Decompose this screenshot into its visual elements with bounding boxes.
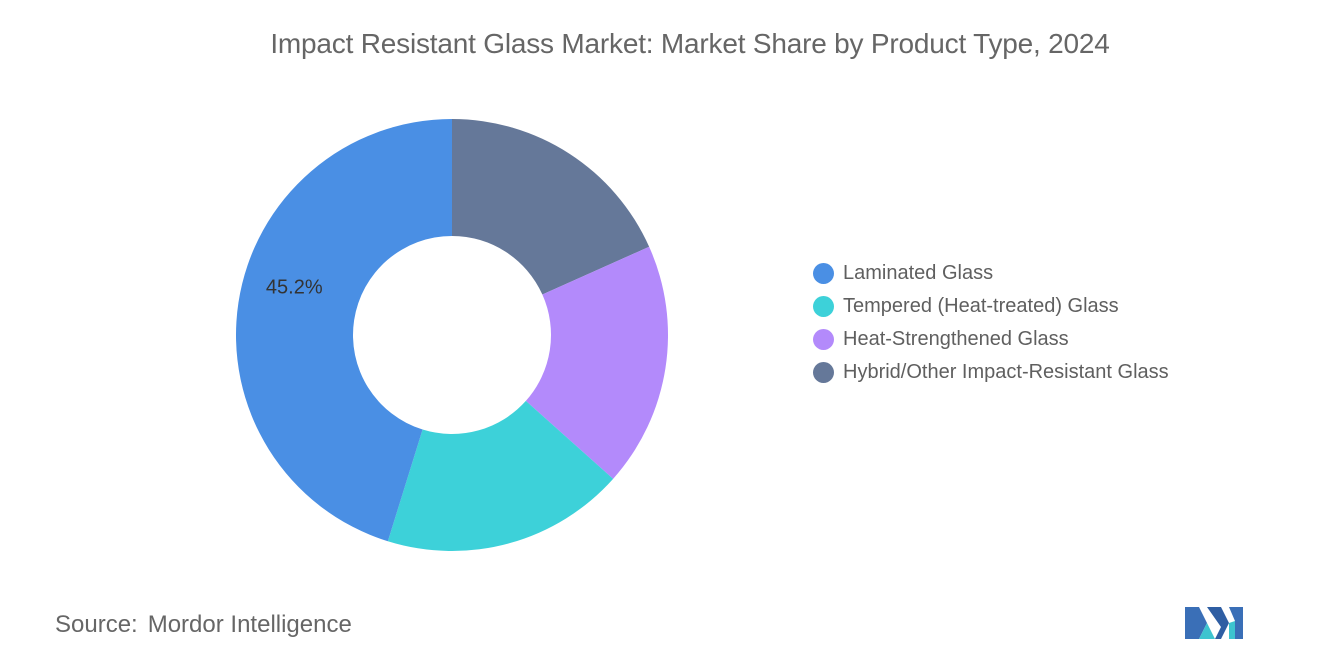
source-value: Mordor Intelligence [147, 611, 352, 638]
legend-label: Laminated Glass [843, 262, 994, 284]
donut-slice[interactable] [452, 119, 650, 295]
donut-slice[interactable] [236, 119, 452, 542]
mordor-intelligence-logo-icon [1185, 607, 1243, 639]
slice-data-label: 45.2% [266, 276, 323, 298]
legend-label: Tempered (Heat-treated) Glass [843, 295, 1119, 317]
legend-item-hybrid-other[interactable]: Hybrid/Other Impact-Resistant Glass [813, 356, 1169, 389]
donut-slice[interactable] [525, 246, 668, 479]
legend-label: Hybrid/Other Impact-Resistant Glass [843, 361, 1169, 383]
donut-chart: 45.2% [236, 119, 668, 551]
legend-item-laminated[interactable]: Laminated Glass [813, 257, 1169, 290]
source-label: Source: [55, 611, 138, 638]
legend-swatch [813, 296, 834, 317]
legend-label: Heat-Strengthened Glass [843, 328, 1069, 350]
source-note: Source: Mordor Intelligence [55, 611, 352, 639]
chart-title: Impact Resistant Glass Market: Market Sh… [270, 28, 1110, 59]
chart-legend: Laminated Glass Tempered (Heat-treated) … [813, 257, 1169, 389]
legend-swatch [813, 362, 834, 383]
legend-swatch [813, 263, 834, 284]
legend-item-tempered[interactable]: Tempered (Heat-treated) Glass [813, 290, 1169, 323]
legend-item-heat-strengthened[interactable]: Heat-Strengthened Glass [813, 323, 1169, 356]
legend-swatch [813, 329, 834, 350]
donut-slice[interactable] [387, 400, 614, 551]
